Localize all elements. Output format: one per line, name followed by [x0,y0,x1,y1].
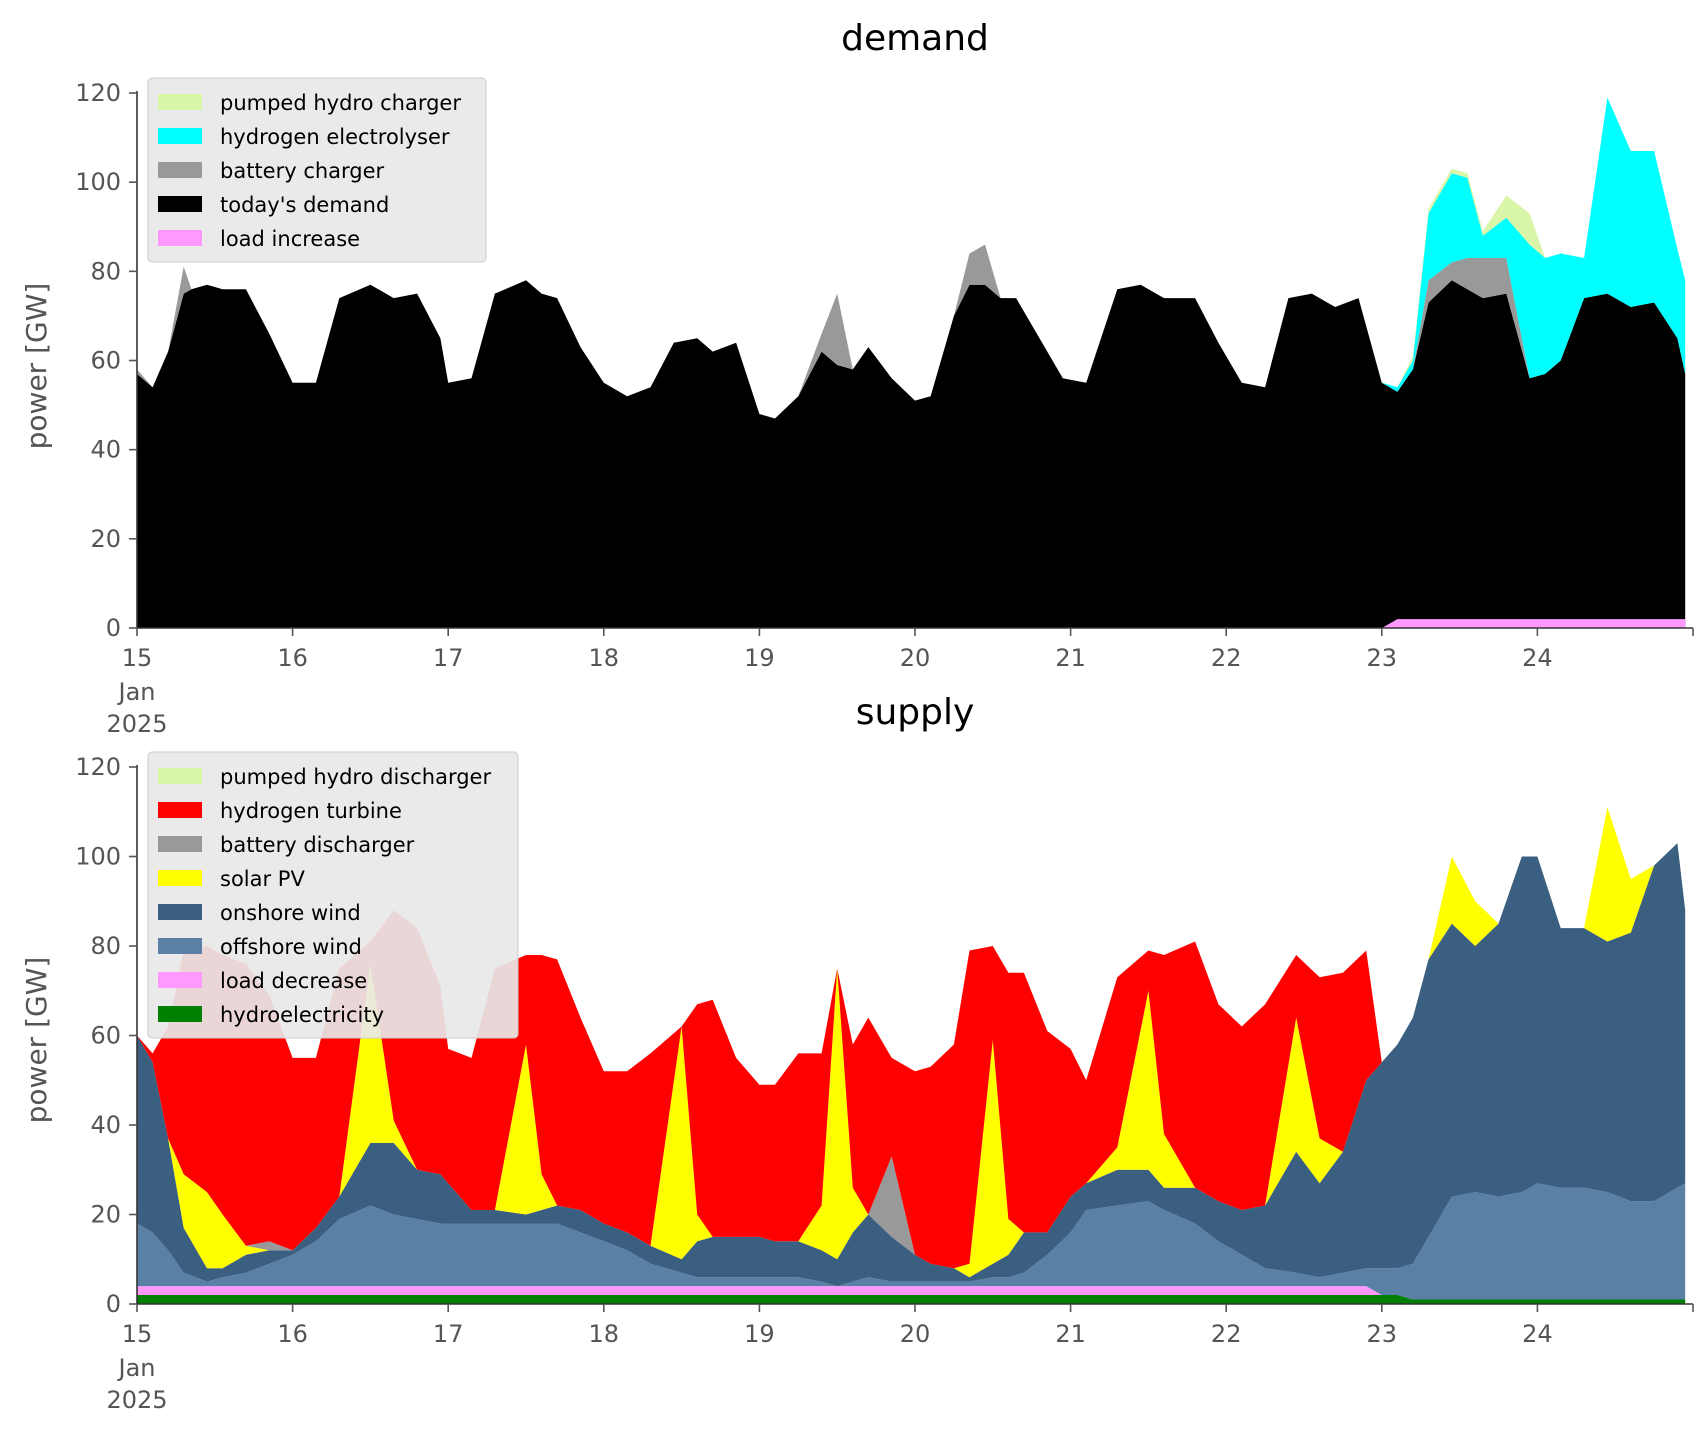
demand-legend-label: pumped hydro charger [220,91,461,115]
supply-area-hydroelectricity [137,1295,1686,1304]
demand-legend-label: today's demand [220,193,389,217]
demand-x-tick-label: 23 [1367,644,1398,672]
supply-x-tick-label: 16 [277,1320,308,1348]
supply-area-onshore-wind [137,843,1686,1287]
demand-area-today-s-demand [137,280,1686,628]
supply-x-tick-label: 17 [433,1320,464,1348]
supply-y-tick-label: 60 [90,1022,121,1050]
demand-x-tick-label: 16 [277,644,308,672]
supply-legend-swatch [158,836,202,852]
demand-y-tick-label: 80 [90,257,121,285]
supply-x-tick-label: 19 [744,1320,775,1348]
demand-x-tick-label: 17 [433,644,464,672]
supply-y-tick-label: 120 [75,753,121,781]
demand-x-tick-label: 20 [900,644,931,672]
demand-y-tick-label: 40 [90,436,121,464]
supply-area-offshore-wind [137,1183,1686,1300]
supply-legend-box [147,751,519,1039]
demand-legend-box [147,77,487,263]
supply-legend-swatch [158,972,202,988]
demand-legend-swatch [158,230,202,246]
supply-axes: 0 20 40 60 80 100 120 15 16 17 18 19 20 21 22 23 24 Jan 20… [75,753,1694,1414]
supply-title: supply [856,692,975,733]
supply-legend-label: battery discharger [220,833,415,857]
supply-y-tick-label: 20 [90,1201,121,1229]
demand-legend-label: load increase [220,227,360,251]
supply-legend-label: load decrease [220,969,367,993]
supply-y-tick-label: 80 [90,932,121,960]
demand-x-sublabel: 2025 [106,710,167,738]
supply-legend-label: hydrogen turbine [220,799,402,823]
demand-y-tick-label: 100 [75,168,121,196]
supply-y-axis-label: power [GW] [20,957,53,1124]
demand-y-tick-label: 0 [106,614,121,642]
demand-x-tick-label: 18 [589,644,620,672]
demand-legend-swatch [158,196,202,212]
supply-y-tick-label: 0 [106,1290,121,1318]
supply-legend-label: offshore wind [220,935,362,959]
demand-legend-label: hydrogen electrolyser [220,125,450,149]
supply-y-tick-label: 40 [90,1111,121,1139]
supply-legend-swatch [158,1006,202,1022]
supply-panel: supply power [GW] 0 20 40 60 80 100 120 15 16 17 1… [20,692,1694,1414]
supply-x-tick-label: 22 [1211,1320,1242,1348]
supply-area-solar-pv [137,807,1686,1278]
supply-x-tick-label: 24 [1522,1320,1553,1348]
demand-legend-swatch [158,128,202,144]
demand-legend-label: battery charger [220,159,385,183]
supply-legend-swatch [158,938,202,954]
supply-x-sublabel: Jan [117,1354,156,1382]
supply-legend: pumped hydro discharger hydrogen turbine b… [147,751,519,1039]
demand-y-tick-label: 120 [75,79,121,107]
supply-legend-label: solar PV [220,867,305,891]
supply-x-tick-label: 18 [589,1320,620,1348]
demand-overlays [1381,619,1686,628]
demand-title: demand [841,18,989,59]
demand-legend: pumped hydro charger hydrogen electrolyse… [147,77,487,263]
supply-x-sublabel: 2025 [106,1386,167,1414]
supply-x-tick-label: 15 [122,1320,153,1348]
supply-x-tick-label: 21 [1055,1320,1086,1348]
demand-panel: demand power [GW] 0 20 40 60 80 100 120 15 16 17 1… [20,18,1694,738]
supply-legend-label: onshore wind [220,901,361,925]
demand-y-tick-label: 60 [90,347,121,375]
demand-x-tick-label: 21 [1055,644,1086,672]
supply-legend-swatch [158,870,202,886]
demand-legend-swatch [158,162,202,178]
demand-x-sublabel: Jan [117,678,156,706]
demand-y-tick-label: 20 [90,525,121,553]
demand-x-tick-label: 24 [1522,644,1553,672]
supply-legend-label: pumped hydro discharger [220,765,491,789]
supply-legend-swatch [158,768,202,784]
demand-x-tick-label: 22 [1211,644,1242,672]
demand-areas [137,97,1686,628]
demand-axes: 0 20 40 60 80 100 120 15 16 17 18 19 20 21 22 23 24 Jan 20… [75,79,1694,738]
demand-legend-swatch [158,94,202,110]
supply-legend-swatch [158,904,202,920]
supply-x-tick-label: 20 [900,1320,931,1348]
demand-y-axis-label: power [GW] [20,283,53,450]
supply-x-tick-label: 23 [1367,1320,1398,1348]
supply-area-load-decrease [137,1286,1686,1300]
demand-x-tick-label: 19 [744,644,775,672]
supply-y-tick-label: 100 [75,843,121,871]
supply-legend-label: hydroelectricity [220,1003,384,1027]
demand-x-tick-label: 15 [122,644,153,672]
demand-area-load-increase [1381,619,1686,628]
supply-legend-swatch [158,802,202,818]
